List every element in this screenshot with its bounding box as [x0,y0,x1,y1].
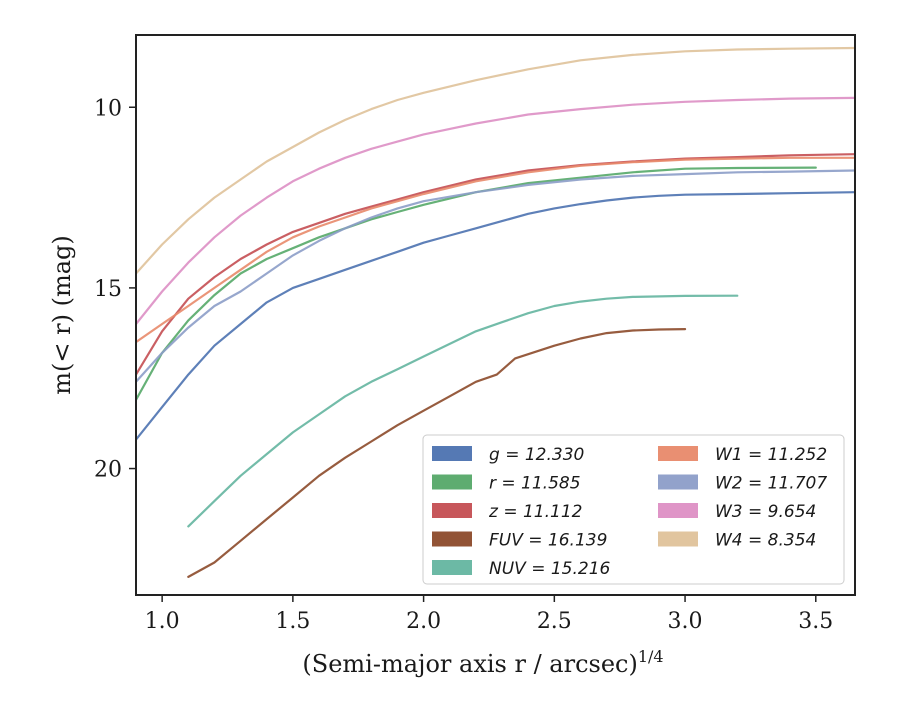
x-axis-label: (Semi-major axis r / arcsec)1/4 [302,647,663,678]
x-axis-ticks: 1.0 1.5 2.0 2.5 3.0 3.5 [145,595,833,634]
legend-label-4: NUV = 15.216 [489,559,611,579]
x-axis-label-text: (Semi-major axis r / arcsec) [302,650,637,678]
y-tick-label: 20 [94,458,122,483]
legend-swatch-8 [658,531,698,547]
x-tick-label: 1.5 [275,609,310,634]
series-line-5 [136,156,855,344]
series-layer [136,46,855,578]
legend-swatch-5 [658,446,698,461]
legend-label-6: W2 = 11.707 [715,474,827,494]
legend-box [422,434,845,585]
y-tick-label: 15 [94,277,122,302]
legend: g = 12.330 r = 11.585 z = 11.112 FUV = 16.1… [422,434,845,585]
series-line-2 [136,153,855,376]
series-line-8 [136,46,855,275]
y-axis-label: m(< r) (mag) [48,235,76,394]
legend-label-1: r = 11.585 [489,474,581,494]
legend-swatch-1 [432,474,472,490]
legend-label-2: z = 11.112 [488,502,582,522]
legend-swatch-0 [432,446,472,461]
series-line-3 [187,328,687,578]
series-line-7 [136,96,855,326]
x-tick-label: 3.5 [798,609,833,634]
legend-label-3: FUV = 16.139 [489,531,607,551]
series-line-6 [136,169,855,383]
legend-swatch-6 [658,474,698,490]
legend-swatch-2 [432,503,472,518]
x-tick-label: 3.0 [668,609,703,634]
legend-label-5: W1 = 11.252 [715,445,827,465]
series-line-1 [136,166,817,401]
y-axis-ticks: 10 15 20 [94,96,136,483]
legend-label-7: W3 = 9.654 [715,502,816,522]
series-line-4 [187,294,739,528]
series-line-0 [136,191,855,441]
legend-swatch-3 [432,531,472,547]
x-axis-label-superscript: 1/4 [638,647,664,666]
legend-label-8: W4 = 8.354 [715,531,816,551]
x-tick-label: 2.5 [537,609,572,634]
x-tick-label: 2.0 [406,609,441,634]
x-tick-label: 1.0 [145,609,180,634]
y-tick-label: 10 [94,96,122,121]
plot-frame [135,34,856,596]
legend-swatch-4 [432,560,472,575]
legend-swatch-7 [658,503,698,518]
legend-label-0: g = 12.330 [489,445,584,465]
